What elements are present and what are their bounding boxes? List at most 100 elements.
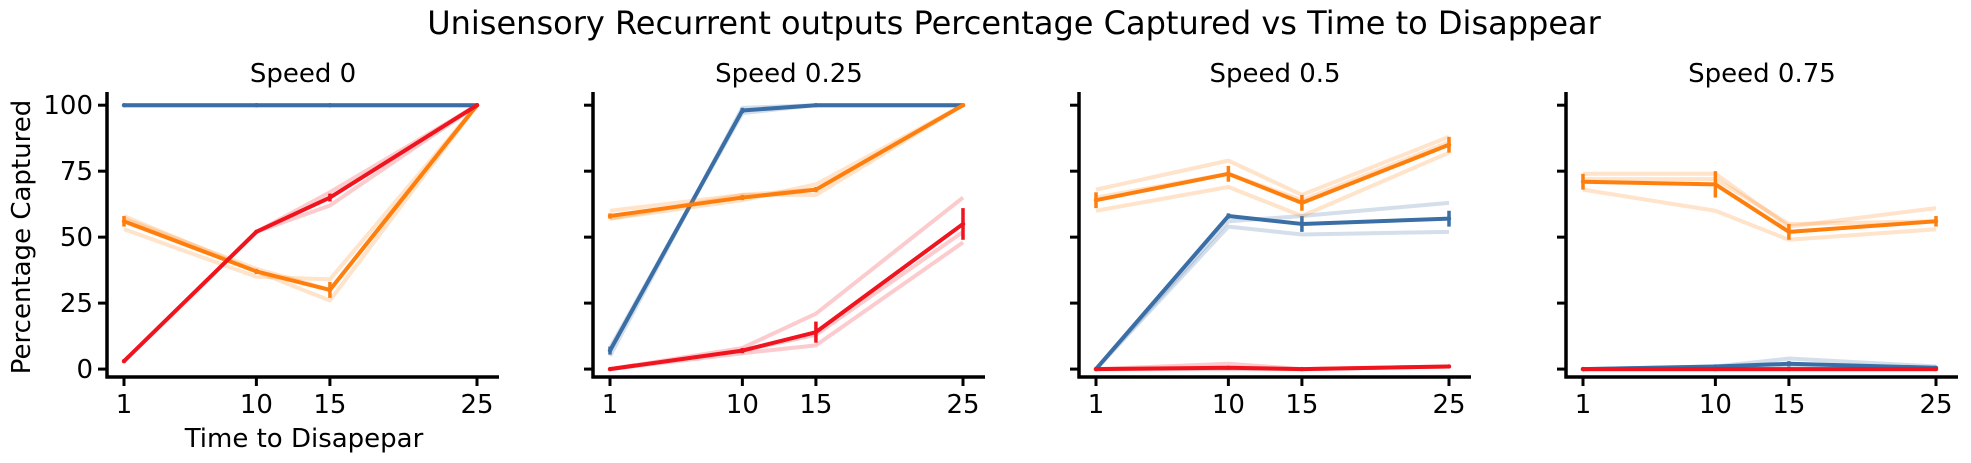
data-point <box>1226 365 1231 370</box>
data-point <box>960 221 966 227</box>
series-red <box>1580 366 1939 372</box>
data-point <box>1446 364 1452 369</box>
data-point <box>740 195 745 200</box>
run-line <box>123 103 479 292</box>
data-point <box>740 108 745 113</box>
series-orange <box>1093 135 1452 219</box>
data-point <box>327 102 333 108</box>
subplot-1: Speed 0 0 25 50 75 100 1 10 15 25 <box>43 59 499 420</box>
data-point <box>327 287 333 293</box>
run-line <box>1094 224 1450 371</box>
x-tick-label: 25 <box>1919 390 1952 420</box>
x-tick-label: 15 <box>1772 390 1805 420</box>
x-tick-label: 10 <box>240 390 273 420</box>
data-point <box>1446 216 1452 221</box>
subplot-4: Speed 0.75 1 10 15 25 <box>1557 59 1958 420</box>
run-line <box>608 103 963 357</box>
series-red <box>1093 361 1452 372</box>
x-axis-label: Time to Disapepar <box>184 424 424 454</box>
run-line <box>123 103 479 303</box>
data-point <box>121 358 127 364</box>
y-tick-label: 100 <box>43 91 93 121</box>
data-point <box>740 348 745 353</box>
data-point <box>607 348 613 353</box>
data-point <box>1933 219 1939 224</box>
subplot-title: Speed 0.25 <box>715 59 863 89</box>
series-red <box>607 195 966 372</box>
mean-line <box>1095 142 1450 205</box>
x-tick-label: 15 <box>313 390 346 420</box>
run-line <box>608 103 963 349</box>
data-point <box>813 329 819 335</box>
run-line <box>1583 171 1937 229</box>
data-point <box>1786 229 1792 235</box>
data-point <box>1933 366 1939 372</box>
x-tick-label: 25 <box>460 390 493 420</box>
run-line <box>609 103 965 213</box>
x-tick-label: 10 <box>1699 390 1732 420</box>
data-point <box>121 102 127 108</box>
subplots: Speed 0 0 25 50 75 100 1 10 15 25 Speed 0.25 1 10 15 2… <box>43 59 1958 420</box>
run-line <box>609 195 965 372</box>
data-point <box>1299 366 1305 372</box>
data-point <box>254 102 259 108</box>
data-point <box>1713 366 1718 372</box>
x-tick-label: 1 <box>602 390 619 420</box>
data-point <box>1093 197 1099 203</box>
y-tick-label: 25 <box>60 289 93 319</box>
run-line <box>123 103 479 282</box>
run-line <box>122 103 479 363</box>
data-point <box>1580 366 1586 372</box>
run-line <box>1582 187 1937 242</box>
data-point <box>1299 221 1305 227</box>
mean-line <box>1095 364 1450 372</box>
subplot-3: Speed 0.5 1 10 15 25 <box>1070 59 1471 420</box>
data-point <box>121 219 127 224</box>
series-orange <box>607 102 966 221</box>
data-point <box>1446 142 1452 147</box>
data-point <box>607 213 613 219</box>
data-point <box>1713 182 1718 187</box>
series-blue <box>607 102 966 357</box>
figure-title: Unisensory Recurrent outputs Percentage … <box>427 4 1601 42</box>
mean-line <box>1094 214 1450 371</box>
data-point <box>1226 171 1231 177</box>
run-line <box>1094 200 1450 371</box>
mean-line <box>1582 179 1937 234</box>
data-point <box>1299 200 1305 206</box>
subplot-title: Speed 0 <box>250 59 356 89</box>
x-tick-label: 15 <box>799 390 832 420</box>
mean-line <box>609 103 964 219</box>
data-point <box>960 102 966 108</box>
subplot-title: Speed 0.5 <box>1209 59 1340 89</box>
mean-line <box>609 222 965 372</box>
data-point <box>1093 366 1099 372</box>
y-axis-label: Percentage Captured <box>7 100 37 374</box>
data-point <box>254 229 259 235</box>
x-tick-label: 10 <box>1212 390 1245 420</box>
run-line <box>1583 177 1937 226</box>
data-point <box>1226 213 1231 219</box>
data-point <box>474 102 480 108</box>
x-tick-label: 10 <box>726 390 759 420</box>
data-point <box>607 366 613 372</box>
data-point <box>813 187 819 192</box>
series-red <box>121 102 480 364</box>
series-blue <box>121 102 480 108</box>
data-point <box>1786 366 1792 372</box>
x-tick-label: 1 <box>1575 390 1592 420</box>
data-point <box>254 269 259 274</box>
run-line <box>609 103 964 221</box>
data-point <box>1786 361 1792 367</box>
series-orange <box>121 102 480 303</box>
data-point <box>327 195 333 200</box>
x-tick-label: 1 <box>1088 390 1105 420</box>
subplot-title: Speed 0.75 <box>1688 59 1836 89</box>
y-tick-label: 0 <box>76 355 93 385</box>
run-line <box>1095 150 1450 219</box>
x-tick-label: 25 <box>946 390 979 420</box>
x-tick-label: 25 <box>1432 390 1465 420</box>
mean-line <box>608 103 963 352</box>
series-orange <box>1580 171 1939 242</box>
